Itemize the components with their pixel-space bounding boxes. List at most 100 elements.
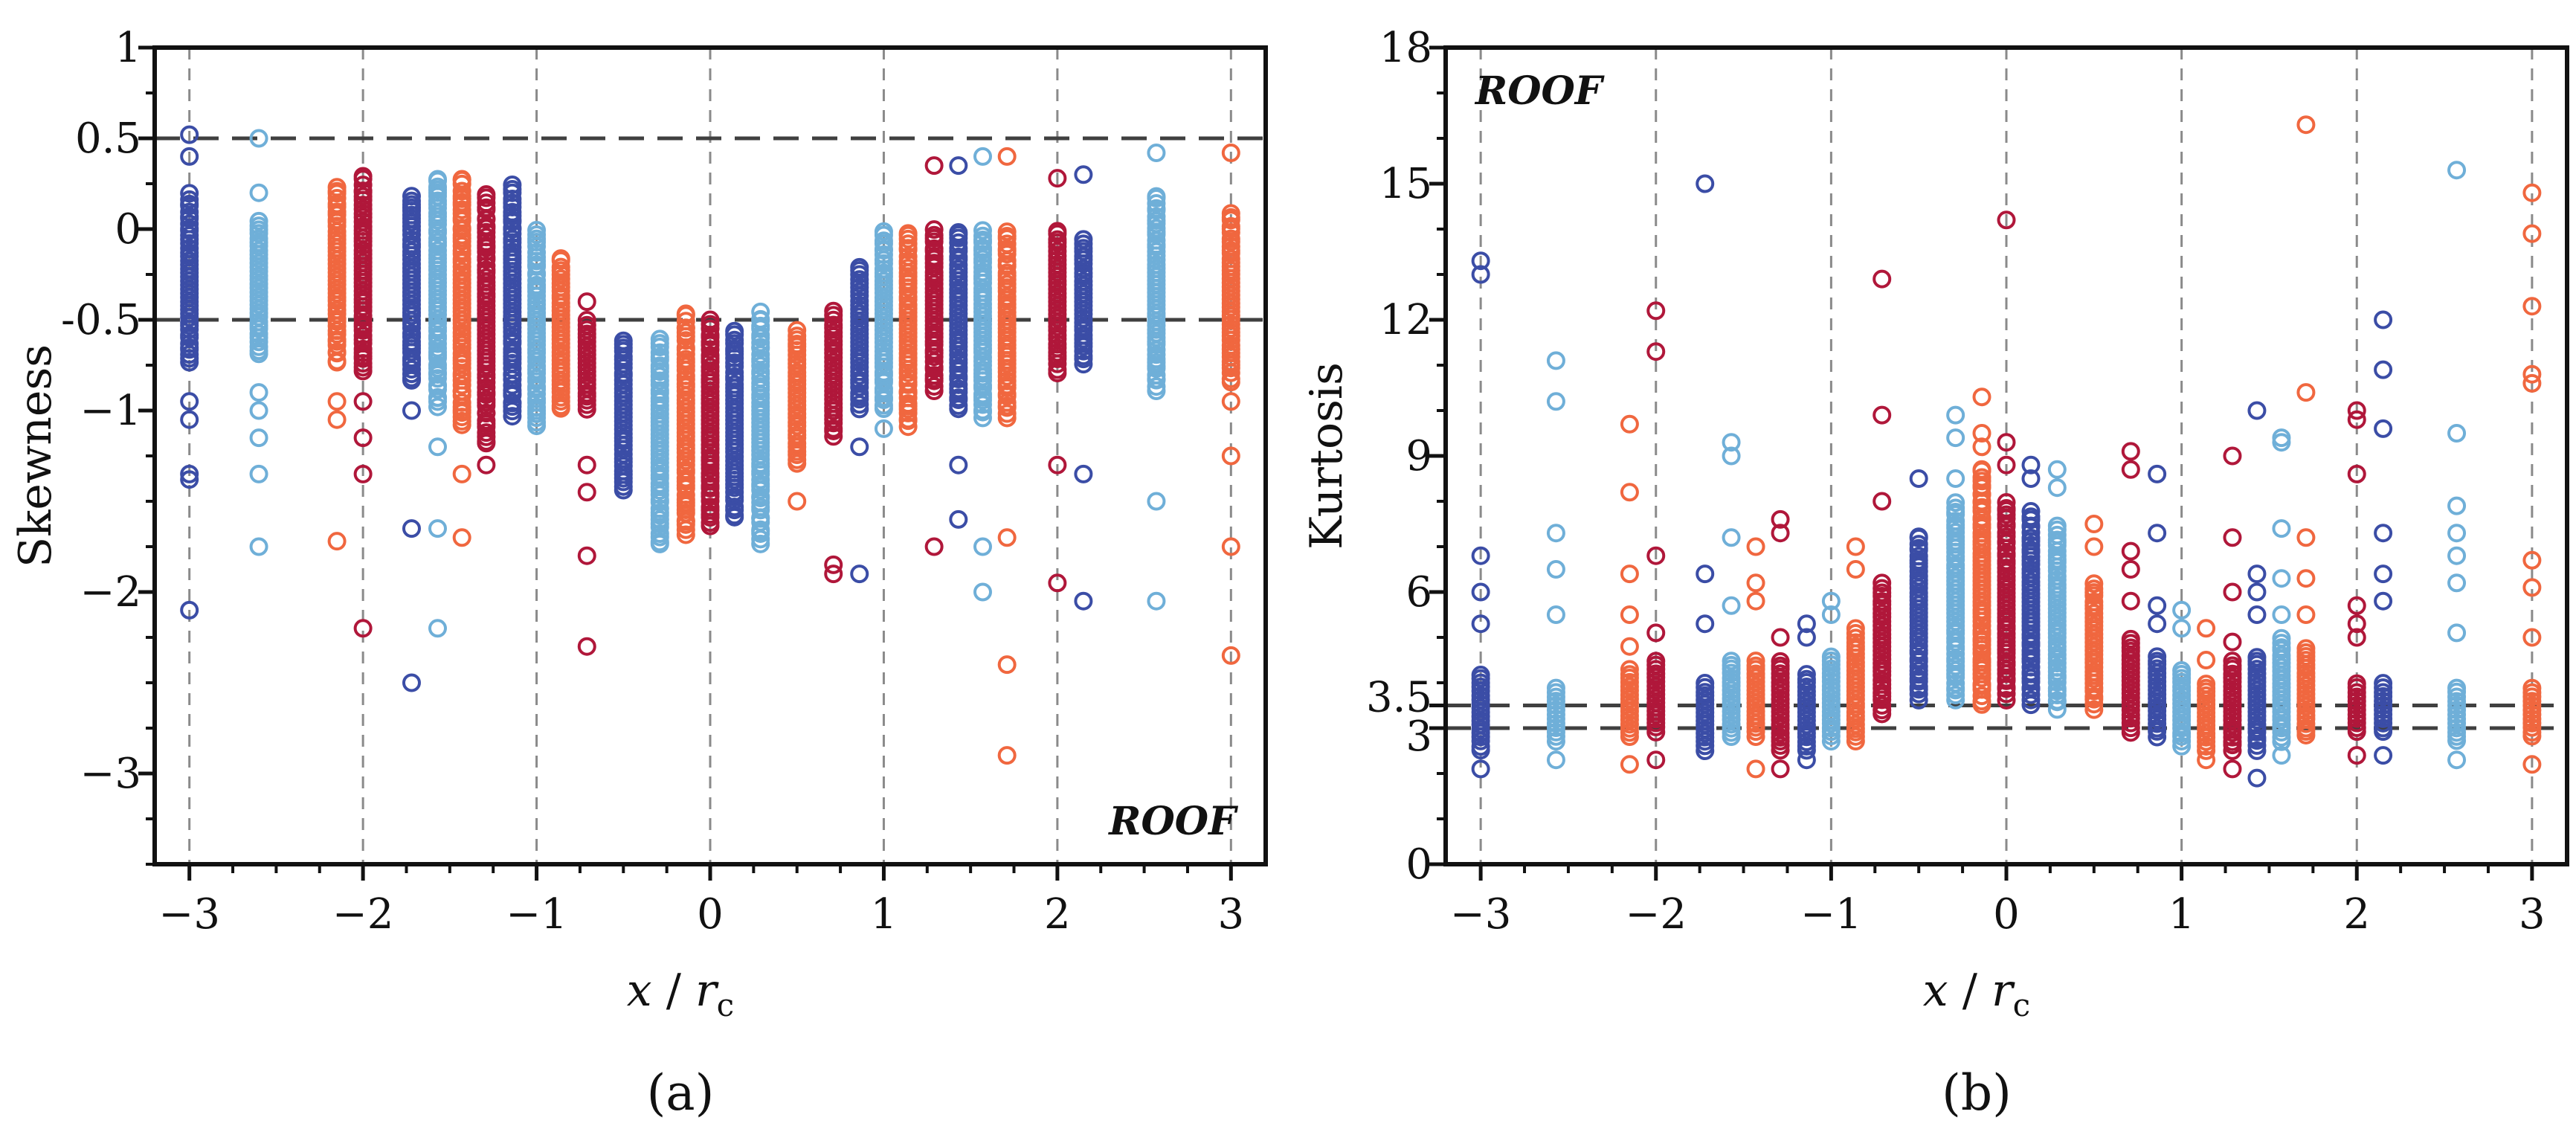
data-point (1546, 524, 1565, 543)
data-point (180, 125, 199, 144)
data-point (1746, 759, 1765, 779)
data-point (2522, 755, 2542, 774)
data-point (1147, 187, 1166, 206)
data-point (249, 211, 268, 231)
data-point (1221, 216, 1240, 236)
data-point (2522, 550, 2542, 570)
data-point (2197, 750, 2216, 770)
data-point (1147, 194, 1166, 213)
data-point (2148, 614, 2167, 634)
data-point (327, 392, 347, 411)
data-point (1471, 582, 1490, 602)
data-point (1074, 165, 1093, 184)
data-point (650, 343, 669, 362)
data-point (2247, 582, 2267, 602)
data-point (973, 226, 992, 245)
data-point (402, 673, 421, 692)
data-point (1746, 573, 1765, 593)
data-point (898, 417, 918, 437)
data-point (924, 537, 944, 556)
data-point (353, 167, 373, 186)
data-point (973, 147, 992, 166)
data-point (2148, 596, 2167, 615)
y-tick-label: 3 (1405, 713, 1432, 761)
data-point (949, 455, 968, 475)
data-point (2197, 651, 2216, 669)
data-point (2374, 419, 2393, 438)
data-point (180, 214, 199, 234)
data-point (788, 327, 807, 346)
data-point (1972, 387, 1991, 407)
data-point (2296, 528, 2316, 547)
data-point (1471, 265, 1490, 284)
data-point (1546, 678, 1565, 698)
data-point (2084, 592, 2104, 611)
data-point (503, 340, 522, 359)
data-point (1221, 392, 1240, 411)
panel-caption: (a) (647, 1064, 715, 1122)
data-point (577, 483, 596, 502)
data-point (402, 324, 421, 343)
data-point (2223, 741, 2242, 760)
data-point (1074, 230, 1093, 249)
data-point (2447, 750, 2467, 770)
data-point (327, 178, 347, 197)
data-point (1771, 652, 1790, 671)
data-point (2447, 496, 2467, 515)
data-point (924, 225, 944, 245)
data-point (2247, 741, 2267, 760)
data-point (2021, 560, 2041, 579)
data-point (1471, 614, 1490, 634)
data-point (2247, 605, 2267, 624)
data-point (924, 366, 944, 385)
data-point (527, 220, 547, 239)
data-point (1646, 342, 1666, 361)
data-point (1048, 230, 1067, 249)
data-point (402, 187, 421, 206)
data-point (428, 519, 448, 538)
data-point (1771, 759, 1790, 779)
data-point (1221, 315, 1240, 334)
y-tick-label: 6 (1405, 568, 1432, 617)
data-point (249, 383, 268, 402)
data-point (850, 292, 869, 311)
data-point (2223, 632, 2242, 652)
data-point (2522, 678, 2542, 698)
data-point (1546, 392, 1565, 411)
data-point (1646, 546, 1666, 565)
data-point (249, 537, 268, 556)
data-point (2522, 628, 2542, 647)
data-point (1746, 537, 1765, 556)
data-point (428, 170, 448, 189)
x-tick-label: 2 (1044, 890, 1071, 939)
data-point (2272, 428, 2291, 448)
data-point (477, 455, 496, 475)
data-point (1696, 674, 1715, 693)
data-point (551, 257, 570, 277)
data-point (353, 176, 373, 195)
data-point (2347, 464, 2366, 483)
data-point (2522, 224, 2542, 243)
data-point (2084, 687, 2104, 707)
data-point (1620, 660, 1639, 679)
data-point (2223, 759, 2242, 779)
data-point (650, 389, 669, 408)
data-point (2084, 537, 2104, 556)
data-point (2047, 460, 2067, 479)
y-tick-label: 0 (115, 205, 141, 254)
data-point (676, 312, 695, 331)
data-point (180, 184, 199, 203)
data-point (503, 202, 522, 222)
data-point (2447, 573, 2467, 593)
data-point (2447, 424, 2467, 443)
data-point (249, 183, 268, 202)
data-point (577, 292, 596, 312)
data-point (180, 147, 199, 166)
data-point (452, 393, 471, 412)
data-point (2223, 582, 2242, 602)
data-point (2021, 690, 2041, 710)
data-point (949, 156, 968, 176)
data-point (973, 221, 992, 240)
x-tick-label: −3 (1450, 890, 1512, 939)
data-point (1797, 614, 1816, 634)
